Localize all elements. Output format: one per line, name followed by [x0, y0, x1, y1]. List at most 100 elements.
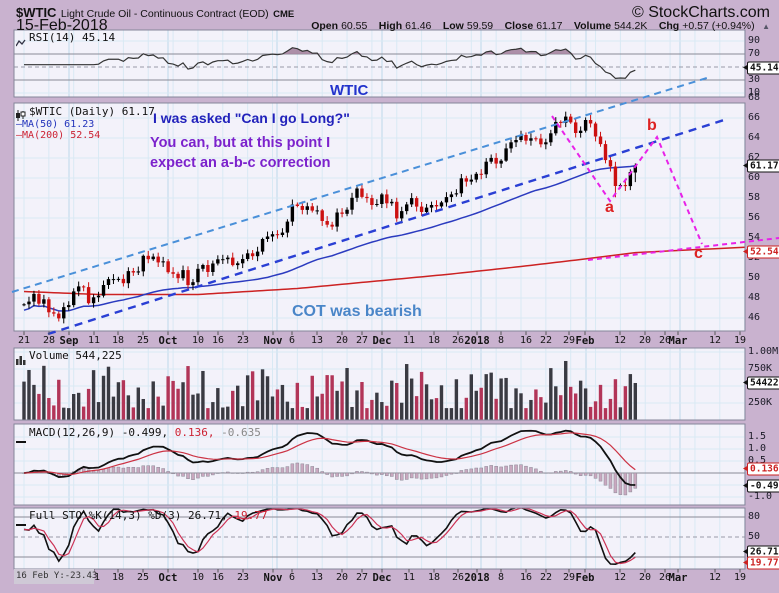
- ma200-legend: —MA(200) 52.54: [16, 130, 101, 141]
- date-label-bottom: 11: [88, 572, 100, 583]
- annotation-answer-2: expect an a-b-c correction: [150, 155, 331, 171]
- date-label: 29: [562, 334, 576, 346]
- date-label-bottom: 18: [427, 572, 441, 583]
- date-label: 18: [111, 334, 125, 346]
- price-axis-label: 56: [748, 212, 761, 223]
- close-value: 61.17: [536, 20, 563, 32]
- date-label: 18: [427, 334, 441, 346]
- wave-c-label: c: [694, 245, 703, 262]
- macd-axis-label: -1.0: [748, 491, 773, 502]
- price-axis-label: 58: [748, 192, 761, 203]
- price-axis-label: 54: [748, 232, 761, 243]
- close-label: Close: [504, 20, 534, 32]
- date-label: 16: [519, 334, 533, 346]
- annotation-answer-1: You can, but at this point I: [150, 135, 331, 151]
- rsi-legend: RSI(14) 45.14: [29, 31, 116, 44]
- date-label-bottom: 16: [211, 572, 225, 583]
- date-label: 28: [42, 334, 56, 346]
- annotation-question: I was asked "Can I go Long?": [153, 110, 350, 126]
- price-value-callout: 61.17: [743, 159, 779, 173]
- date-label: 16: [211, 334, 225, 346]
- date-label: Dec: [372, 334, 392, 347]
- date-label: 12: [613, 334, 627, 346]
- date-label-bottom: Feb: [575, 572, 595, 584]
- chg-value: +0.57 (+0.94%): [682, 20, 755, 32]
- date-label-bottom: 22: [539, 572, 553, 583]
- rsi-axis-label: 10: [748, 87, 761, 98]
- volume-legend: Volume 544,225: [29, 349, 122, 362]
- volume-axis-label: 1.00M: [748, 346, 779, 357]
- date-label: Oct: [158, 334, 178, 347]
- chart-date: 15-Feb-2018: [16, 17, 108, 34]
- volume-axis-label: 750K: [748, 363, 773, 374]
- wave-b-label: b: [647, 117, 657, 134]
- price-axis-label: 46: [748, 312, 761, 323]
- macd-axis-label: 1.5: [748, 431, 767, 442]
- price-axis-label: 48: [748, 292, 761, 303]
- ma200-value-callout: 52.54: [743, 245, 779, 259]
- candlestick-icon: [15, 106, 26, 125]
- date-label-bottom: Dec: [372, 572, 392, 584]
- sto-d-callout: 19.77: [743, 556, 779, 570]
- date-label-bottom: 27: [355, 572, 369, 583]
- volume-value: 544.2K: [614, 20, 648, 32]
- date-label: 20: [638, 334, 652, 346]
- price-axis-label: 62: [748, 152, 761, 163]
- date-label-bottom: Nov: [263, 572, 283, 584]
- date-label-bottom: 26: [658, 572, 672, 583]
- date-label: 12: [708, 334, 722, 346]
- date-label: 20: [335, 334, 349, 346]
- wave-a-label: a: [605, 199, 614, 216]
- date-label-bottom: 20: [335, 572, 349, 583]
- date-label-bottom: 23: [236, 572, 250, 583]
- chart-title: $WTIC Light Crude Oil - Continuous Contr…: [16, 4, 294, 22]
- date-label: 21: [17, 334, 31, 346]
- date-label-bottom: Oct: [158, 572, 178, 584]
- macd-legend: MACD(12,26,9) -0.499, 0.136, -0.635: [29, 426, 261, 439]
- macd-axis-label: 1.0: [748, 443, 767, 454]
- wtic-label: WTIC: [330, 82, 369, 99]
- macd-signal-callout: 0.136: [743, 462, 779, 476]
- price-axis-label: 68: [748, 92, 761, 103]
- price-axis-label: 50: [748, 272, 761, 283]
- date-label: 8: [497, 334, 505, 346]
- symbol: $WTIC: [16, 5, 57, 20]
- chg-label: Chg: [658, 20, 680, 32]
- macd-axis-label: 0.5: [748, 455, 767, 466]
- volume-value-callout: 544225: [742, 376, 779, 390]
- high-value: 61.46: [405, 20, 432, 32]
- date-label-bottom: 10: [191, 572, 205, 583]
- price-axis-label: 66: [748, 112, 761, 123]
- date-label-bottom: 8: [497, 572, 505, 583]
- date-label: 26: [658, 334, 672, 346]
- date-label-bottom: 25: [136, 572, 150, 583]
- sto-axis-label: 50: [748, 531, 761, 542]
- macd-value-callout: -0.499: [742, 479, 779, 493]
- line-icon-macd: [16, 429, 26, 448]
- date-label: Feb: [575, 334, 595, 347]
- copyright: © StockCharts.com: [631, 4, 770, 21]
- volume-bars-icon: [16, 350, 26, 369]
- date-label-bottom: 2018: [464, 572, 490, 584]
- instrument-name: Light Crude Oil - Continuous Contract (E…: [60, 8, 269, 20]
- date-label: 25: [136, 334, 150, 346]
- rsi-axis-label: 90: [748, 35, 761, 46]
- date-label-bottom: Mar: [668, 572, 688, 584]
- volume-axis-label: 250K: [748, 397, 773, 408]
- price-axis-label: 64: [748, 132, 761, 143]
- line-icon-sto: [16, 512, 26, 531]
- date-label-bottom: 11: [402, 572, 416, 583]
- rsi-axis-label: 70: [748, 48, 761, 59]
- high-label: High: [378, 20, 403, 32]
- quote-bar: Open 60.55 High 61.46 Low 59.59 Close 61.17 …: [304, 16, 770, 34]
- rsi-value-callout: 45.14: [743, 61, 779, 75]
- date-label-bottom: 12: [708, 572, 722, 583]
- ma50-legend: —MA(50) 61.23: [16, 119, 95, 130]
- date-label-bottom: 6: [288, 572, 296, 583]
- date-label: 19: [733, 334, 747, 346]
- date-label: 27: [355, 334, 369, 346]
- main-legend: $WTIC (Daily) 61.17: [29, 105, 155, 118]
- date-label: 22: [539, 334, 553, 346]
